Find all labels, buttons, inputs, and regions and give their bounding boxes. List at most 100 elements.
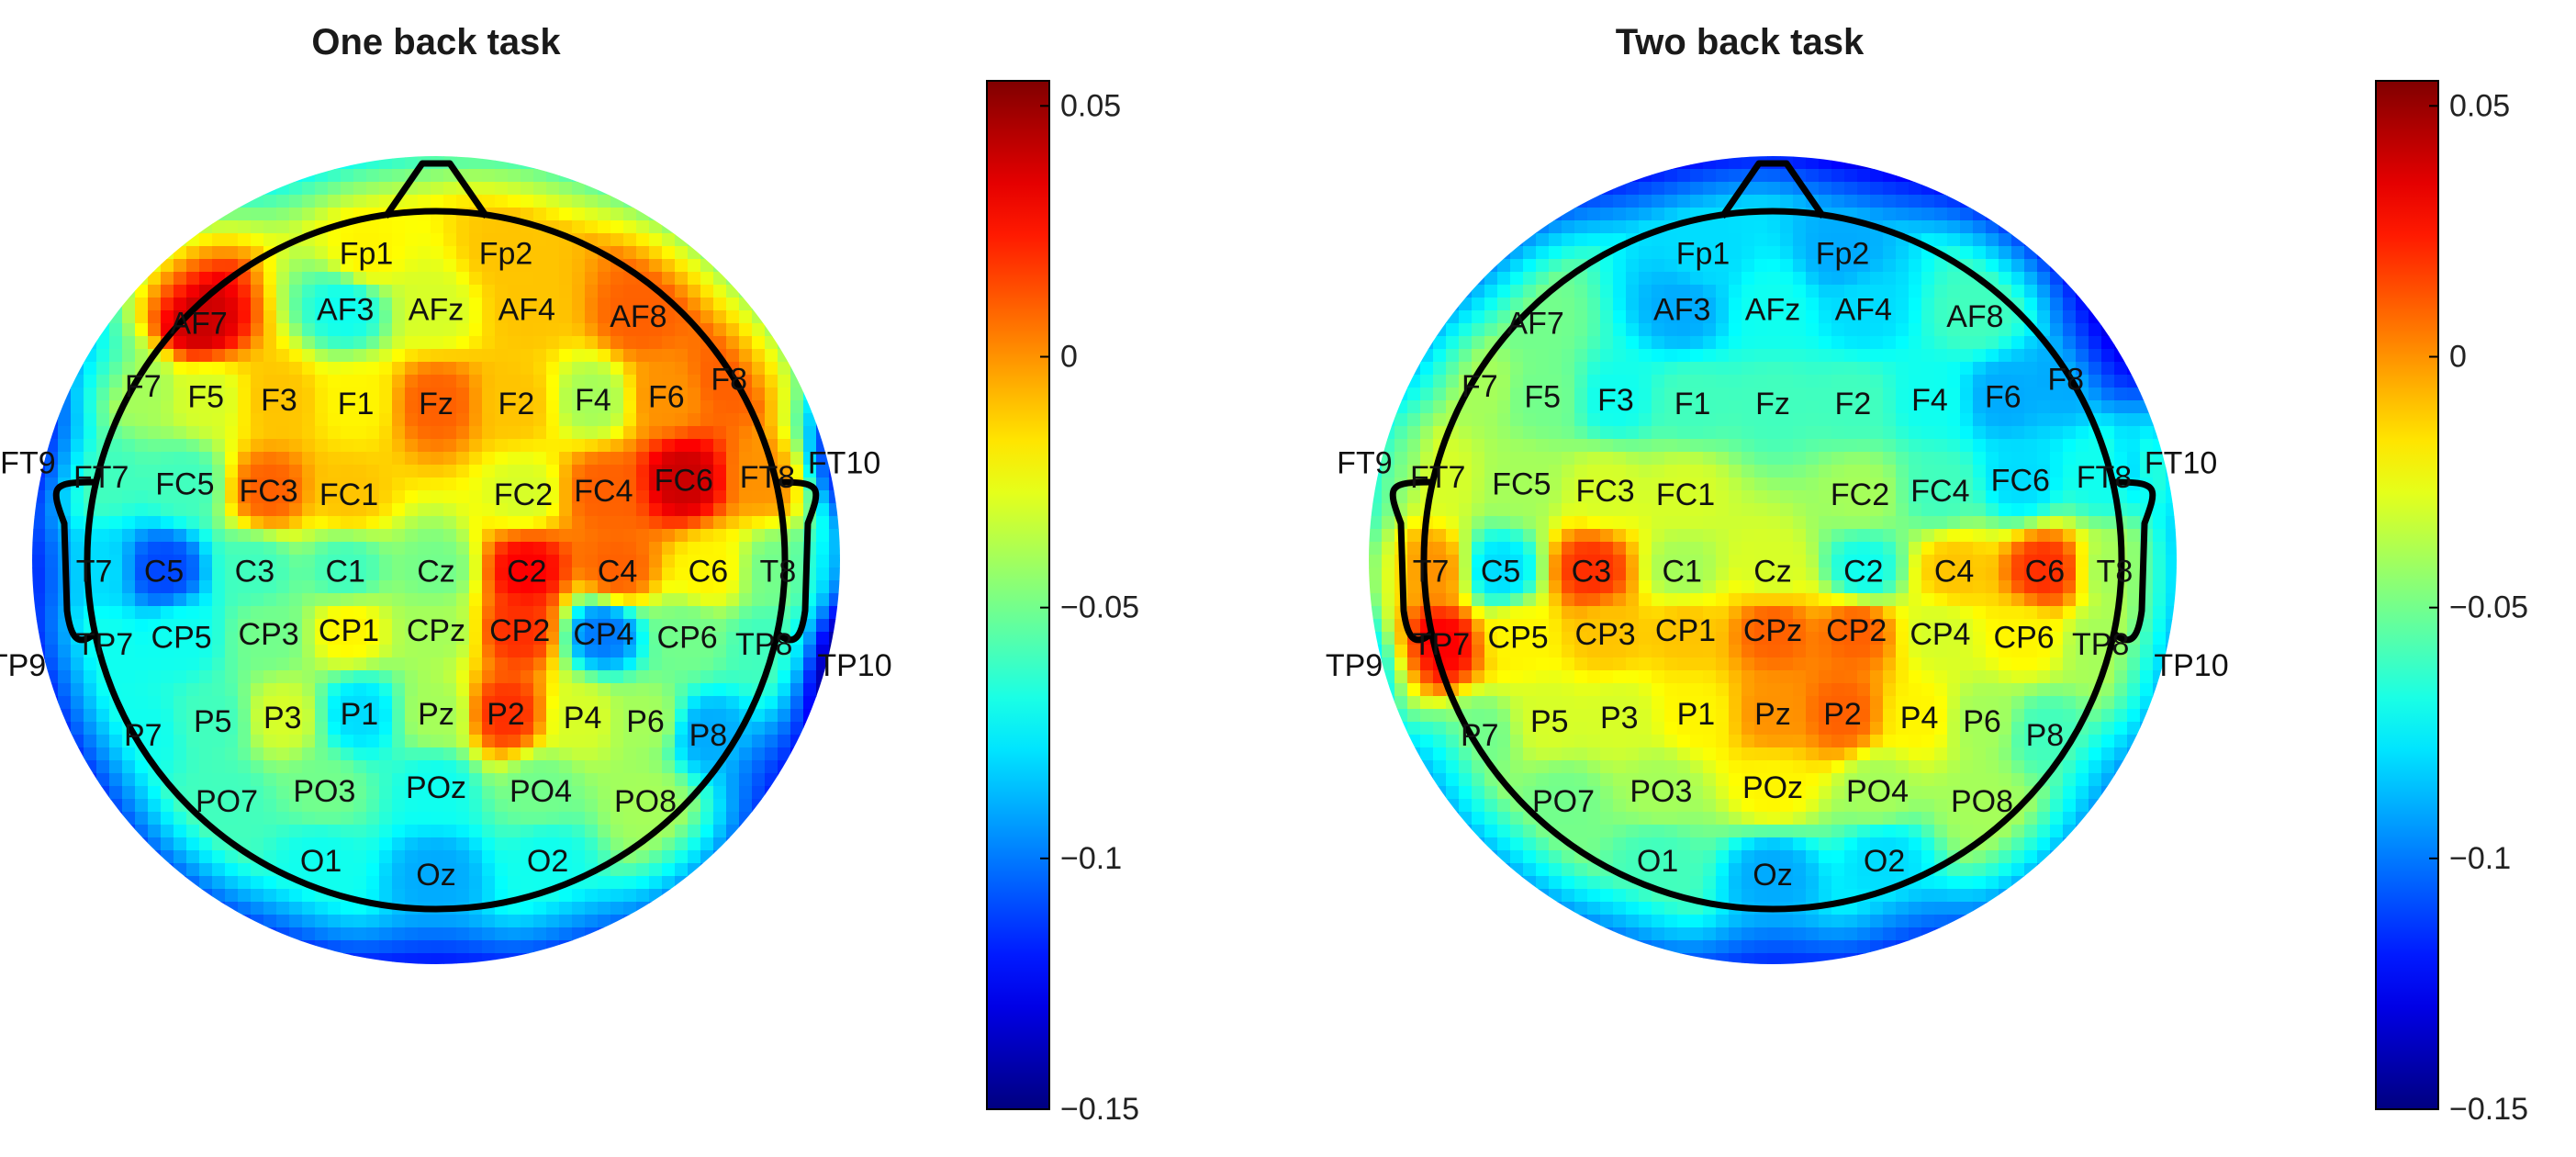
heatmap-cell bbox=[2076, 310, 2089, 324]
heatmap-cell bbox=[521, 837, 534, 851]
heatmap-cell bbox=[2050, 413, 2064, 427]
heatmap-cell bbox=[122, 799, 136, 813]
heatmap-cell bbox=[636, 915, 650, 928]
heatmap-cell bbox=[559, 182, 573, 196]
heatmap-cell bbox=[225, 362, 239, 376]
heatmap-cell bbox=[353, 516, 367, 530]
heatmap-cell bbox=[32, 606, 46, 620]
heatmap-cell bbox=[431, 799, 444, 813]
heatmap-cell bbox=[315, 413, 329, 427]
heatmap-cell bbox=[328, 542, 342, 556]
electrode-label-po7: PO7 bbox=[196, 784, 258, 819]
heatmap-cell bbox=[1626, 323, 1640, 337]
colorbar-tick-label: 0 bbox=[1060, 339, 1078, 374]
colorbar-tick-label: −0.1 bbox=[1060, 841, 1122, 876]
heatmap-cell bbox=[508, 645, 521, 658]
heatmap-cell bbox=[1536, 439, 1550, 453]
heatmap-cell bbox=[1780, 285, 1794, 298]
heatmap-cell bbox=[778, 645, 791, 658]
heatmap-cell bbox=[469, 567, 483, 581]
heatmap-cell bbox=[521, 555, 534, 568]
heatmap-cell bbox=[1819, 182, 1832, 196]
heatmap-cell bbox=[315, 812, 329, 826]
heatmap-cell bbox=[431, 760, 444, 774]
heatmap-cell bbox=[366, 285, 380, 298]
heatmap-cell bbox=[1742, 477, 1755, 491]
heatmap-cell bbox=[418, 927, 431, 941]
heatmap-cell bbox=[713, 580, 727, 594]
heatmap-cell bbox=[688, 863, 701, 877]
heatmap-cell bbox=[328, 246, 342, 260]
heatmap-cell bbox=[688, 285, 701, 298]
heatmap-cell bbox=[289, 452, 303, 466]
heatmap-cell bbox=[610, 208, 624, 221]
heatmap-cell bbox=[341, 850, 354, 864]
heatmap-cell bbox=[1999, 259, 2012, 273]
heatmap-cell bbox=[174, 632, 187, 646]
heatmap-cell bbox=[289, 760, 303, 774]
heatmap-cell bbox=[431, 696, 444, 710]
heatmap-cell bbox=[379, 285, 393, 298]
heatmap-cell bbox=[212, 709, 226, 723]
heatmap-cell bbox=[2024, 400, 2038, 414]
heatmap-cell bbox=[1587, 182, 1601, 196]
heatmap-cell bbox=[71, 413, 84, 427]
heatmap-cell bbox=[1523, 246, 1537, 260]
heatmap-cell bbox=[1883, 208, 1897, 221]
heatmap-cell bbox=[1793, 156, 1807, 170]
heatmap-cell bbox=[341, 503, 354, 517]
heatmap-cell bbox=[2089, 375, 2102, 388]
heatmap-cell bbox=[328, 285, 342, 298]
heatmap-cell bbox=[739, 735, 753, 748]
heatmap-cell bbox=[135, 529, 149, 543]
heatmap-cell bbox=[572, 657, 586, 671]
heatmap-cell bbox=[1690, 413, 1704, 427]
heatmap-cell bbox=[675, 683, 689, 697]
heatmap-cell bbox=[572, 645, 586, 658]
heatmap-cell bbox=[1562, 208, 1575, 221]
heatmap-cell bbox=[392, 555, 406, 568]
heatmap-cell bbox=[1973, 375, 1987, 388]
heatmap-cell bbox=[443, 825, 457, 838]
heatmap-cell bbox=[456, 465, 470, 478]
heatmap-cell bbox=[2050, 426, 2064, 440]
heatmap-cell bbox=[379, 272, 393, 286]
heatmap-cell bbox=[1870, 208, 1884, 221]
heatmap-cell bbox=[1793, 452, 1807, 466]
heatmap-cell bbox=[1497, 465, 1511, 478]
heatmap-cell bbox=[1600, 323, 1614, 337]
heatmap-cell bbox=[1536, 542, 1550, 556]
heatmap-cell bbox=[379, 722, 393, 736]
heatmap-cell bbox=[2114, 349, 2128, 363]
heatmap-cell bbox=[263, 709, 277, 723]
heatmap-cell bbox=[495, 799, 509, 813]
heatmap-cell bbox=[482, 426, 496, 440]
heatmap-cell bbox=[32, 619, 46, 633]
heatmap-cell bbox=[700, 465, 714, 478]
heatmap-cell bbox=[2011, 452, 2025, 466]
heatmap-cell bbox=[636, 195, 650, 208]
heatmap-cell bbox=[212, 208, 226, 221]
heatmap-cell bbox=[1626, 298, 1640, 311]
heatmap-cell bbox=[765, 696, 778, 710]
heatmap-cell bbox=[1562, 362, 1575, 376]
heatmap-cell bbox=[276, 722, 290, 736]
heatmap-cell bbox=[1690, 298, 1704, 311]
heatmap-cell bbox=[1729, 169, 1742, 183]
electrode-label-afz: AFz bbox=[409, 292, 464, 327]
heatmap-cell bbox=[1574, 477, 1588, 491]
heatmap-cell bbox=[225, 503, 239, 517]
heatmap-cell bbox=[174, 490, 187, 504]
heatmap-cell bbox=[1767, 452, 1781, 466]
heatmap-cell bbox=[688, 645, 701, 658]
heatmap-cell bbox=[1652, 388, 1665, 401]
heatmap-cell bbox=[1986, 375, 1999, 388]
heatmap-cell bbox=[443, 876, 457, 890]
heatmap-cell bbox=[1896, 336, 1910, 350]
heatmap-cell bbox=[161, 696, 174, 710]
heatmap-cell bbox=[2011, 439, 2025, 453]
heatmap-cell bbox=[431, 195, 444, 208]
heatmap-cell bbox=[1472, 426, 1485, 440]
heatmap-cell bbox=[572, 375, 586, 388]
heatmap-cell bbox=[1703, 298, 1717, 311]
